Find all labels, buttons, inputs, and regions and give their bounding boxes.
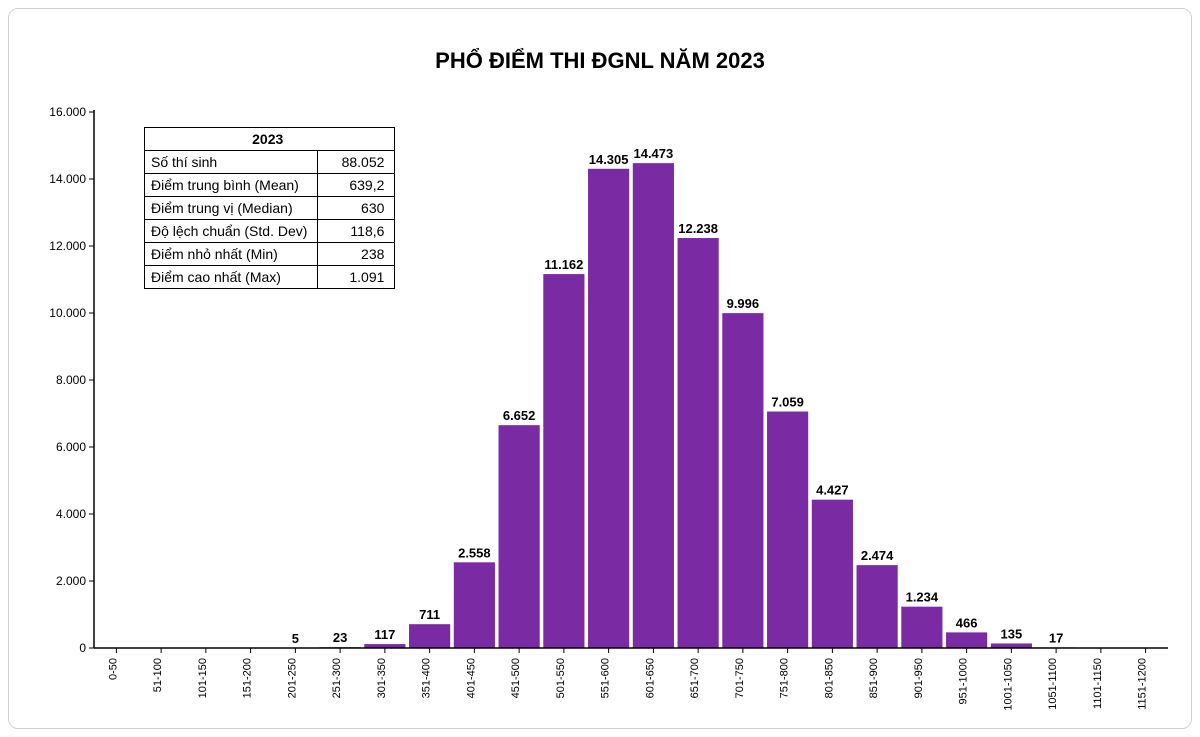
- stats-value: 639,2: [318, 174, 395, 197]
- y-tick-label: 8.000: [56, 373, 86, 387]
- stats-header: 2023: [145, 128, 395, 151]
- bar-value-label: 5: [292, 631, 299, 646]
- histogram-bar: [946, 632, 987, 648]
- x-category-label: 401-450: [465, 658, 477, 698]
- stats-row: Điểm cao nhất (Max)1.091: [145, 266, 395, 289]
- histogram-bar: [812, 500, 853, 648]
- stats-value: 118,6: [318, 220, 395, 243]
- bar-value-label: 14.473: [633, 146, 673, 161]
- x-category-label: 0-50: [107, 658, 119, 680]
- x-category-label: 151-200: [242, 658, 254, 698]
- histogram-bar: [588, 169, 629, 648]
- stats-label: Điểm trung vị (Median): [145, 197, 318, 220]
- x-category-label: 951-1000: [958, 658, 970, 705]
- bar-value-label: 1.234: [906, 590, 939, 605]
- x-category-label: 1101-1150: [1092, 658, 1104, 709]
- x-category-label: 501-550: [555, 658, 567, 698]
- x-category-label: 801-850: [823, 658, 835, 698]
- histogram-bar: [409, 624, 450, 648]
- bar-value-label: 4.427: [816, 483, 849, 498]
- stats-row: Điểm trung vị (Median)630: [145, 197, 395, 220]
- y-tick-label: 4.000: [56, 507, 86, 521]
- histogram-bar: [633, 163, 674, 648]
- histogram-bar: [454, 562, 495, 648]
- x-category-label: 451-500: [510, 658, 522, 698]
- stats-label: Độ lệch chuẩn (Std. Dev): [145, 220, 318, 243]
- stats-row: Điểm nhỏ nhất (Min)238: [145, 243, 395, 266]
- x-category-label: 551-600: [600, 658, 612, 698]
- histogram-bar: [901, 607, 942, 648]
- x-category-label: 101-150: [197, 658, 209, 698]
- stats-label: Điểm trung bình (Mean): [145, 174, 318, 197]
- x-category-label: 851-900: [868, 658, 880, 698]
- x-category-label: 901-950: [913, 658, 925, 698]
- bar-value-label: 2.474: [861, 548, 894, 563]
- x-category-label: 1051-1100: [1047, 658, 1059, 710]
- chart-card: PHỔ ĐIỂM THI ĐGNL NĂM 2023 (ĐỢT 1) 02.00…: [8, 8, 1192, 729]
- bar-value-label: 6.652: [503, 408, 536, 423]
- x-category-label: 701-750: [734, 658, 746, 698]
- stats-row: Điểm trung bình (Mean)639,2: [145, 174, 395, 197]
- x-category-label: 751-800: [779, 658, 791, 698]
- bar-value-label: 7.059: [771, 395, 804, 410]
- bar-value-label: 17: [1049, 630, 1063, 645]
- x-category-label: 251-300: [331, 658, 343, 698]
- stats-value: 630: [318, 197, 395, 220]
- stats-label: Điểm nhỏ nhất (Min): [145, 243, 318, 266]
- bar-value-label: 12.238: [678, 221, 718, 236]
- x-category-label: 1001-1050: [1002, 658, 1014, 711]
- stats-row: Số thí sinh88.052: [145, 151, 395, 174]
- y-tick-label: 2.000: [56, 574, 86, 588]
- x-category-label: 601-650: [644, 658, 656, 698]
- x-category-label: 351-400: [421, 658, 433, 698]
- page-frame: PHỔ ĐIỂM THI ĐGNL NĂM 2023 (ĐỢT 1) 02.00…: [0, 0, 1200, 737]
- histogram-bar: [722, 313, 763, 648]
- stats-row: Độ lệch chuẩn (Std. Dev)118,6: [145, 220, 395, 243]
- bar-value-label: 466: [956, 615, 978, 630]
- title-line-1: PHỔ ĐIỂM THI ĐGNL NĂM 2023: [435, 48, 765, 73]
- histogram-bar: [767, 412, 808, 648]
- stats-label: Số thí sinh: [145, 151, 318, 174]
- x-category-label: 301-350: [376, 658, 388, 698]
- histogram-bar: [678, 238, 719, 648]
- histogram-bar: [857, 565, 898, 648]
- x-category-label: 51-100: [152, 658, 164, 692]
- bar-value-label: 11.162: [544, 257, 583, 272]
- bar-value-label: 711: [419, 607, 440, 622]
- bar-value-label: 117: [374, 627, 395, 642]
- y-tick-label: 10.000: [49, 306, 86, 320]
- x-category-label: 651-700: [689, 658, 701, 698]
- stats-table: 2023 Số thí sinh88.052Điểm trung bình (M…: [144, 127, 395, 289]
- x-category-label: 201-250: [286, 658, 298, 698]
- bar-value-label: 9.996: [727, 296, 760, 311]
- bar-value-label: 2.558: [458, 545, 491, 560]
- stats-value: 88.052: [318, 151, 395, 174]
- y-tick-label: 14.000: [49, 172, 86, 186]
- stats-value: 1.091: [318, 266, 395, 289]
- y-tick-label: 12.000: [49, 239, 86, 253]
- stats-label: Điểm cao nhất (Max): [145, 266, 318, 289]
- histogram-bar: [543, 274, 584, 648]
- bar-value-label: 23: [333, 630, 347, 645]
- bar-value-label: 135: [1001, 626, 1023, 641]
- histogram-bar: [499, 425, 540, 648]
- y-tick-label: 0: [79, 641, 86, 655]
- y-tick-label: 16.000: [49, 105, 86, 119]
- x-category-label: 1151-1200: [1137, 658, 1149, 710]
- y-tick-label: 6.000: [56, 440, 86, 454]
- stats-value: 238: [318, 243, 395, 266]
- bar-value-label: 14.305: [589, 152, 629, 167]
